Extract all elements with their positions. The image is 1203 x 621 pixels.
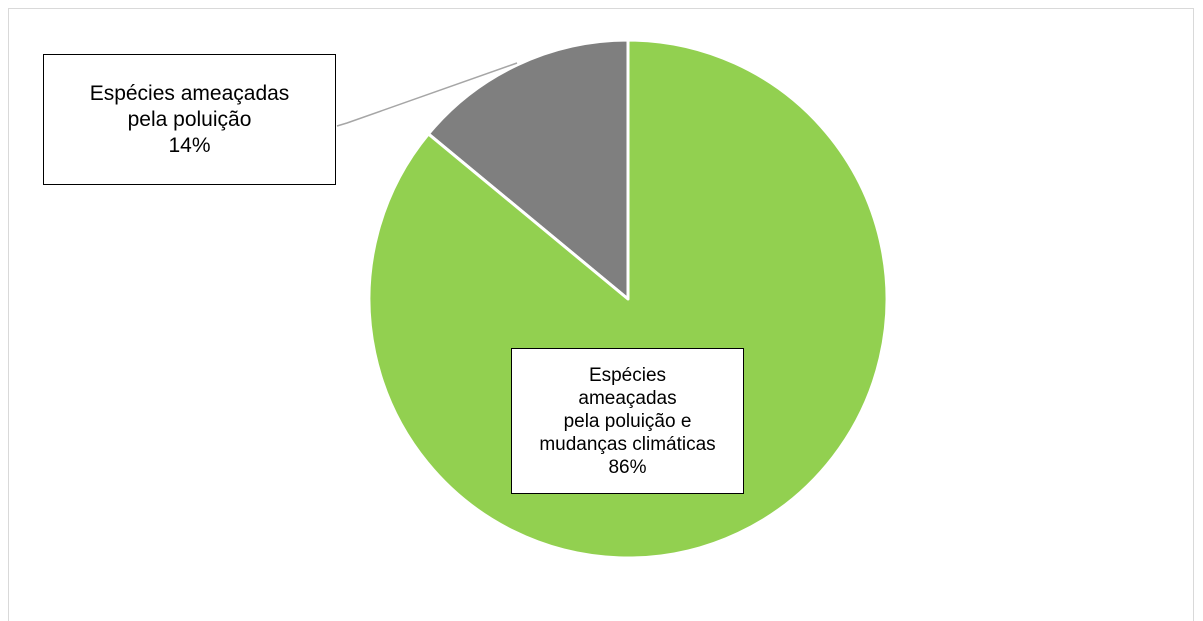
slice-label-pollution: Espécies ameaçadas pela poluição 14%: [43, 54, 336, 185]
pie-slice-1: [367, 38, 889, 560]
slice-percent-label: 14%: [168, 133, 211, 157]
slice-label-pollution-climate: Espécies ameaçadas pela poluição e mudan…: [511, 348, 744, 494]
slice-label-line: pela poluição: [127, 107, 252, 131]
pie-slices: [367, 38, 889, 560]
slice-label-line: Espécies: [588, 364, 667, 386]
leader-line: [336, 62, 518, 127]
slice-label-line: mudanças climáticas: [539, 433, 716, 455]
chart-frame: [8, 8, 1194, 621]
slice-label-line: Espécies ameaçadas: [89, 81, 290, 105]
slice-label-line: pela poluição e: [563, 410, 692, 432]
pie-slice-0: [426, 38, 630, 301]
slice-percent-label: 86%: [608, 456, 647, 478]
slice-label-line: ameaçadas: [578, 387, 677, 409]
